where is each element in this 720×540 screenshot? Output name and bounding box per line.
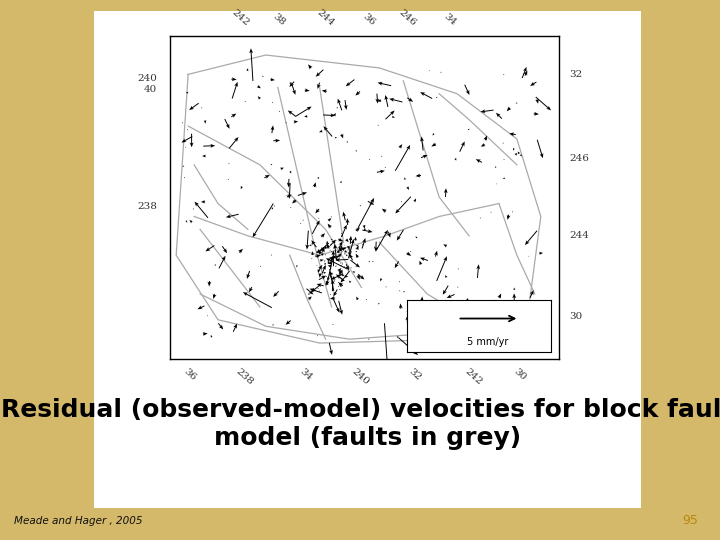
Text: 95: 95 xyxy=(683,514,698,526)
Text: 32: 32 xyxy=(407,367,423,382)
Text: 30: 30 xyxy=(512,367,528,382)
Text: 240: 240 xyxy=(350,367,371,387)
Text: 32: 32 xyxy=(570,70,582,79)
Text: 240
40: 240 40 xyxy=(138,75,157,94)
Text: 36: 36 xyxy=(181,367,197,382)
Text: 242: 242 xyxy=(463,367,484,387)
Text: 34: 34 xyxy=(442,12,458,28)
Text: 36: 36 xyxy=(361,12,377,28)
Text: Meade and Hager , 2005: Meade and Hager , 2005 xyxy=(14,516,143,526)
Text: 38: 38 xyxy=(271,12,287,28)
Text: 246: 246 xyxy=(397,8,418,28)
Text: 246: 246 xyxy=(570,154,590,163)
Text: 244: 244 xyxy=(570,231,590,240)
Text: 242: 242 xyxy=(230,8,251,28)
Text: 34: 34 xyxy=(298,367,314,382)
Text: 238: 238 xyxy=(233,367,254,387)
Text: 244: 244 xyxy=(315,8,336,28)
Text: Residual (observed-model) velocities for block fault
model (faults in grey): Residual (observed-model) velocities for… xyxy=(1,399,720,450)
Text: 30: 30 xyxy=(570,312,582,321)
Text: 238: 238 xyxy=(138,202,157,211)
